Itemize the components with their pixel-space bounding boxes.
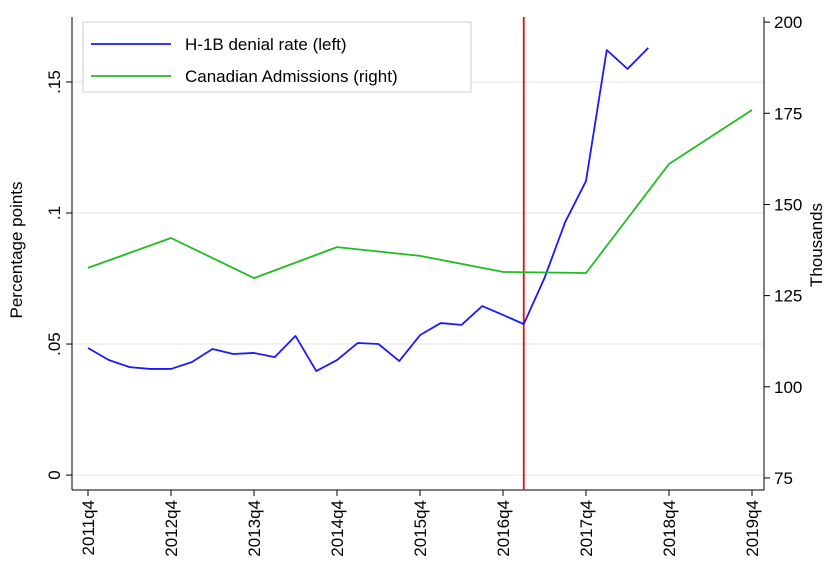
y-axis-title: Percentage points [7, 181, 26, 318]
x-tick-label: 2016q4 [494, 500, 513, 557]
y-tick-label: .15 [45, 70, 64, 94]
y2-tick-label: 175 [774, 104, 802, 123]
y-tick-label: .1 [45, 206, 64, 220]
x-tick-label: 2018q4 [660, 500, 679, 557]
x-tick-label: 2014q4 [328, 500, 347, 557]
y2-tick-label: 125 [774, 287, 802, 306]
y2-tick-label: 200 [774, 13, 802, 32]
y2-tick-label: 100 [774, 378, 802, 397]
x-tick-label: 2017q4 [577, 500, 596, 557]
legend-label: Canadian Admissions (right) [185, 67, 398, 86]
x-tick-label: 2019q4 [743, 500, 762, 557]
y2-axis-title: Thousands [807, 203, 826, 287]
x-tick-label: 2012q4 [162, 500, 181, 557]
y2-tick-label: 75 [774, 469, 793, 488]
x-tick-label: 2015q4 [411, 500, 430, 557]
series-line [87, 47, 649, 372]
y-tick-label: .05 [45, 332, 64, 356]
x-tick-label: 2011q4 [79, 500, 98, 555]
legend-box [82, 21, 472, 93]
series-line [87, 109, 753, 280]
y2-tick-label: 150 [774, 195, 802, 214]
y-tick-label: 0 [45, 470, 64, 479]
x-tick-label: 2013q4 [245, 500, 264, 557]
legend-label: H-1B denial rate (left) [185, 35, 347, 54]
